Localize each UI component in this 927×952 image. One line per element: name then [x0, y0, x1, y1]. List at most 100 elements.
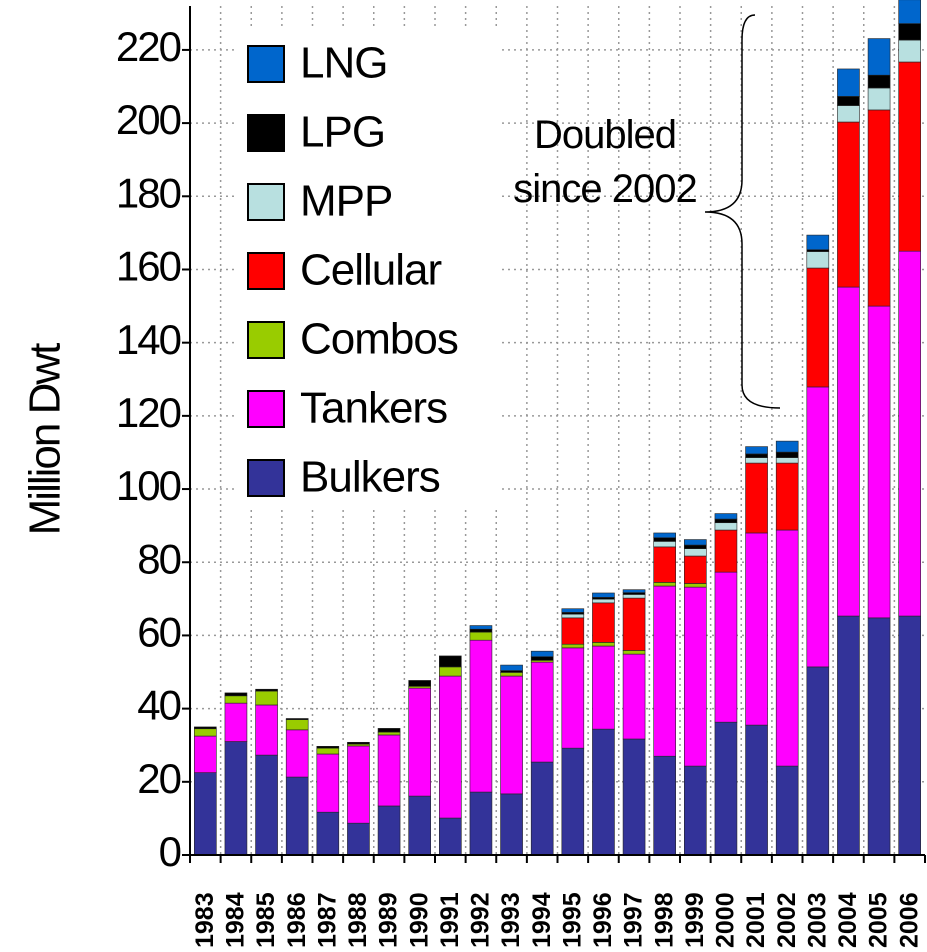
bar-segment	[898, 250, 921, 617]
bar-segment	[898, 39, 921, 63]
bar-segment	[224, 692, 248, 697]
y-tick-label: 0	[159, 828, 181, 875]
bar-segment	[775, 440, 799, 453]
bar-segment	[867, 305, 891, 619]
bar-segment	[622, 653, 646, 740]
bar-segment	[347, 822, 370, 856]
y-tick-label: 60	[137, 609, 180, 656]
x-tick-label: 2003	[803, 892, 831, 948]
y-tick-label: 120	[116, 389, 181, 436]
bar-segment	[653, 546, 676, 583]
x-tick-label: 1987	[313, 892, 341, 948]
bar-segment	[439, 675, 462, 819]
bar-segment	[684, 544, 707, 550]
bar-segment	[714, 529, 738, 573]
bar-segment	[500, 675, 523, 795]
bar-segment	[592, 645, 615, 730]
legend-swatch	[247, 183, 285, 221]
bar-segment	[867, 38, 891, 76]
bar-segment	[561, 613, 585, 619]
x-tick-label: 1986	[283, 892, 311, 948]
bar-segment	[194, 726, 217, 730]
bar-segment	[775, 765, 799, 856]
bar-segment	[316, 746, 340, 749]
bar-segment	[408, 795, 431, 856]
bar-segment	[837, 96, 860, 106]
y-axis-label: Million Dwt	[21, 343, 70, 535]
bar-segment	[561, 747, 585, 856]
x-tick-label: 1985	[252, 892, 280, 948]
bar-segment	[561, 617, 585, 645]
bar-segment	[684, 539, 707, 546]
bar-segment	[745, 532, 768, 726]
x-tick-label: 1983	[191, 892, 219, 948]
bar-segment	[316, 811, 340, 856]
bar-segment	[806, 251, 830, 269]
x-tick-label: 1996	[589, 892, 617, 948]
bar-segment	[622, 594, 646, 599]
bar-segment	[592, 728, 615, 856]
bar-segment	[439, 655, 462, 668]
bar-segment	[653, 585, 676, 757]
bar-segment	[867, 617, 891, 856]
x-tick-label: 1994	[528, 892, 556, 948]
bar-segment	[837, 121, 860, 288]
bar-segment	[622, 589, 646, 593]
bar-segment	[408, 680, 431, 687]
bar-segment	[592, 592, 615, 598]
bar-segment	[622, 650, 646, 655]
bar-segment	[653, 755, 676, 856]
bar-segment	[837, 286, 860, 617]
legend-swatch	[247, 45, 285, 83]
bar-segment	[469, 631, 493, 641]
grid	[190, 6, 925, 855]
bar-segment	[439, 666, 462, 677]
bar-segment	[347, 741, 370, 745]
bar-segment	[592, 598, 615, 604]
bar-segment	[867, 74, 891, 89]
bar-segment	[285, 718, 309, 720]
bar-segment	[592, 642, 615, 647]
bar-segment	[408, 687, 431, 797]
bar-segment	[714, 518, 738, 524]
bar-segment	[684, 583, 707, 588]
bar-segment	[837, 68, 860, 97]
bar-segment	[837, 615, 860, 856]
bar-segment	[714, 522, 738, 531]
bar-segment	[255, 690, 278, 706]
x-tick-label: 1999	[681, 892, 709, 948]
x-tick-label: 2000	[712, 892, 740, 948]
y-tick-label: 20	[137, 755, 180, 802]
bar-segment	[745, 724, 768, 856]
legend-swatch	[247, 321, 285, 359]
bar-segment	[347, 745, 370, 824]
brace	[704, 14, 781, 409]
bar-segment	[806, 666, 830, 856]
bar-segment	[622, 597, 646, 651]
bar-segment	[653, 582, 676, 587]
bar-segment	[469, 639, 493, 793]
bar-segment	[469, 791, 493, 856]
bar-segment	[775, 462, 799, 531]
bar-segment	[714, 513, 738, 520]
bar-segment	[867, 109, 891, 307]
legend-label: Tankers	[300, 384, 447, 433]
legend-swatch	[247, 390, 285, 428]
bar-segment	[684, 586, 707, 767]
y-tick-label: 220	[116, 23, 181, 70]
y-tick-label: 100	[116, 462, 181, 509]
bar-segment	[592, 602, 615, 643]
legend-label: Bulkers	[300, 453, 440, 502]
bar-segment	[684, 765, 707, 856]
bar-segment	[224, 702, 248, 742]
bar-segment	[224, 741, 248, 856]
bar-segment	[775, 457, 799, 464]
x-tick-label: 1989	[375, 892, 403, 948]
bar-segment	[806, 234, 830, 251]
bar-segment	[775, 529, 799, 767]
bar-segment	[285, 719, 309, 731]
bar-segment	[714, 721, 738, 856]
x-tick-label: 1991	[436, 892, 464, 948]
